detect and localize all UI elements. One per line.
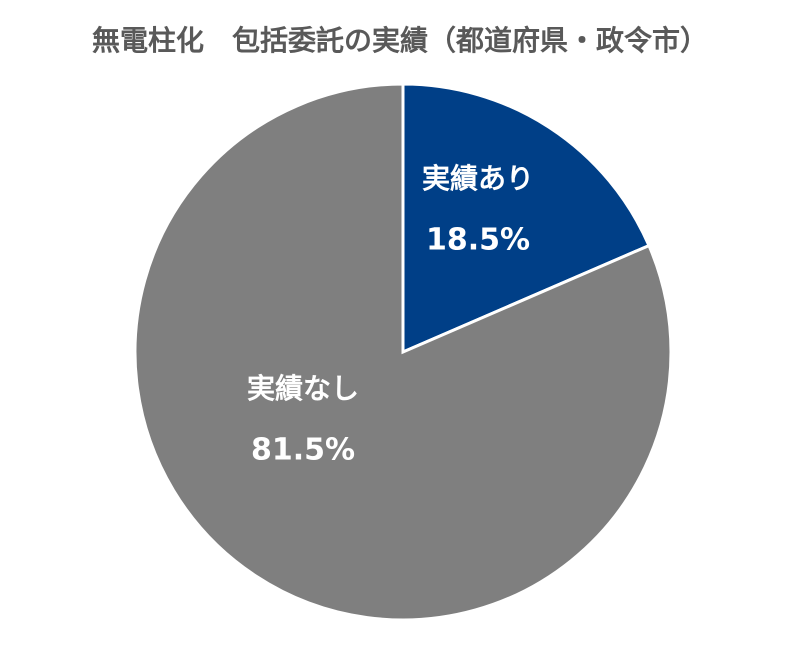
pie-slice <box>133 82 673 622</box>
slice-category-label: 実績あり <box>422 162 534 195</box>
slice-value-label: 18.5% <box>426 223 530 258</box>
slice-value-label: 81.5% <box>251 433 355 468</box>
chart-title: 無電柱化 包括委託の実績（都道府県・政令市） <box>92 24 708 57</box>
slice-category-label: 実績なし <box>247 372 359 405</box>
pie-slice <box>401 82 651 355</box>
